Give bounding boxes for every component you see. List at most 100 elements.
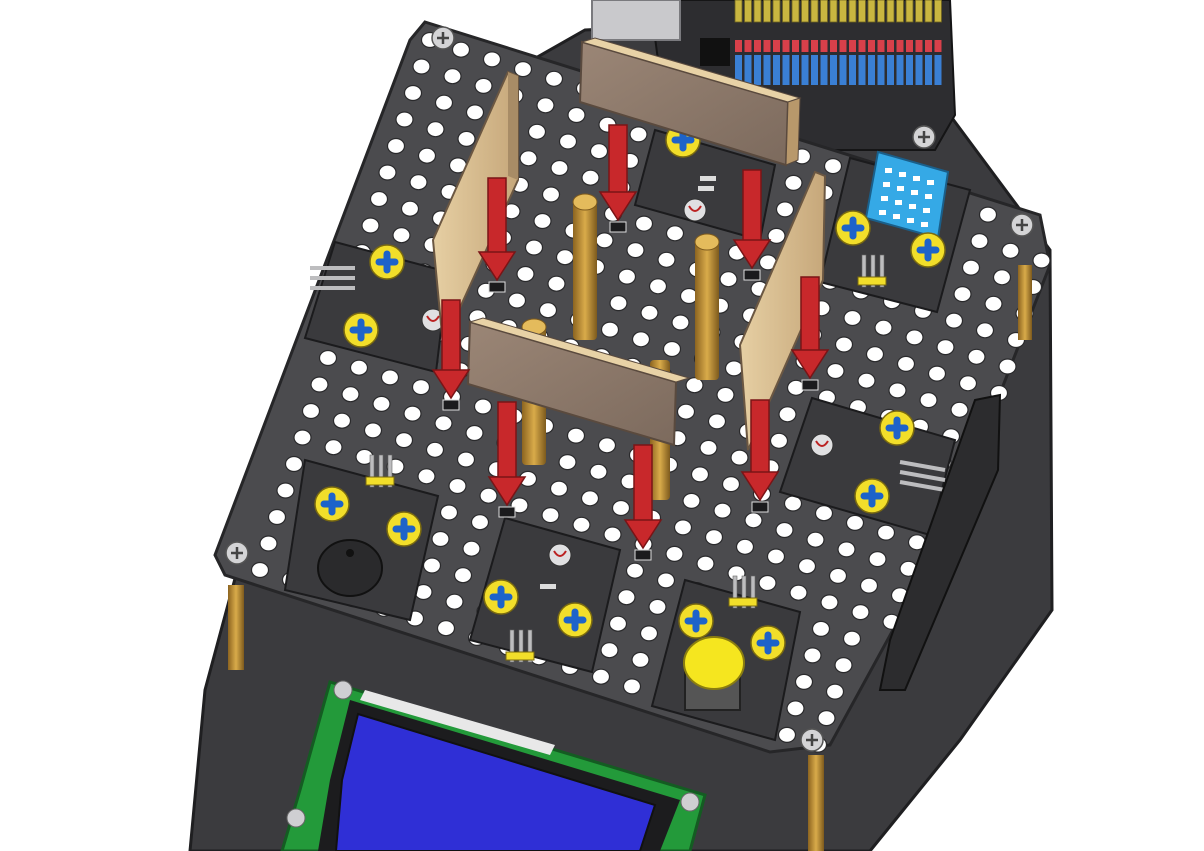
plate-hole xyxy=(417,147,437,164)
header-pin xyxy=(858,40,866,52)
plate-hole xyxy=(394,432,414,449)
plate-hole xyxy=(936,339,955,356)
plate-hole xyxy=(648,278,668,295)
plate-hole xyxy=(284,455,304,473)
plate-hole xyxy=(634,215,654,232)
header-pin xyxy=(811,55,818,85)
plate-hole xyxy=(600,642,619,659)
plate-hole xyxy=(794,673,814,691)
header-pin xyxy=(934,55,942,85)
plate-hole xyxy=(580,490,600,507)
plate-hole xyxy=(349,359,369,376)
plate-hole xyxy=(622,678,642,695)
plate-hole xyxy=(456,451,476,468)
plate-hole xyxy=(631,331,651,348)
plate-hole xyxy=(547,275,566,292)
header-pin xyxy=(830,55,837,85)
header-pin xyxy=(810,0,819,23)
plate-hole xyxy=(673,519,693,536)
plate-hole xyxy=(859,577,879,594)
header-pin xyxy=(801,0,809,23)
plate-hole xyxy=(386,137,406,155)
module-screw xyxy=(910,232,946,268)
plate-hole xyxy=(797,558,817,575)
plate-hole xyxy=(639,625,659,642)
plate-hole xyxy=(411,379,431,396)
plate-hole xyxy=(789,584,808,601)
copper-standoff xyxy=(695,240,719,380)
module-screw xyxy=(835,210,871,246)
header-pin xyxy=(801,40,809,52)
plate-hole xyxy=(595,232,614,249)
plate-hole xyxy=(572,516,591,533)
module-screw xyxy=(369,244,405,280)
plate-hole xyxy=(851,603,870,621)
header-pin xyxy=(782,40,790,52)
plate-hole xyxy=(536,97,555,114)
plate-hole xyxy=(541,186,561,203)
module-screw xyxy=(483,579,519,615)
plate-hole xyxy=(905,329,924,346)
header-pin xyxy=(839,40,847,52)
plate-hole xyxy=(470,514,490,531)
plate-hole xyxy=(896,355,916,372)
plate-hole xyxy=(457,130,476,147)
plate-hole xyxy=(403,84,423,102)
corner-screw xyxy=(431,26,455,50)
plate-hole xyxy=(820,594,839,611)
plate-hole xyxy=(434,415,453,432)
plate-hole xyxy=(603,526,622,543)
mounting-slot xyxy=(488,281,506,293)
header-pin xyxy=(792,40,799,52)
corner-screw xyxy=(912,125,936,149)
plate-hole xyxy=(600,321,620,338)
header-pin xyxy=(820,0,828,23)
plate-hole xyxy=(443,68,462,85)
plate-hole xyxy=(826,362,845,380)
header-pin xyxy=(773,40,780,52)
header-pin xyxy=(763,55,771,85)
header-pin xyxy=(915,55,923,85)
plate-hole xyxy=(843,309,862,327)
side-connector xyxy=(878,393,1002,691)
plate-hole xyxy=(611,499,631,517)
header-pin xyxy=(906,40,913,52)
plate-hole xyxy=(975,322,995,339)
module-screw xyxy=(343,312,379,348)
plate-hole xyxy=(685,377,704,394)
plate-hole xyxy=(482,51,502,68)
plate-hole xyxy=(679,287,699,305)
plate-hole xyxy=(589,143,609,160)
plate-hole xyxy=(950,401,969,418)
plate-hole xyxy=(341,386,360,403)
plate-hole xyxy=(944,312,964,329)
plate-hole xyxy=(631,651,650,669)
copper-standoff xyxy=(573,200,597,340)
plate-hole xyxy=(640,304,659,321)
plate-hole xyxy=(453,567,473,584)
mounting-slot xyxy=(634,549,652,561)
plate-hole xyxy=(984,295,1003,312)
header-pin xyxy=(744,0,752,23)
photoresistor-module xyxy=(303,240,450,374)
plate-hole xyxy=(451,41,471,58)
mounting-slot xyxy=(498,506,516,518)
plate-hole xyxy=(591,668,611,685)
header-pin xyxy=(772,0,781,23)
header-pin xyxy=(848,0,857,23)
header-pin xyxy=(839,0,847,23)
module-screw xyxy=(386,511,422,547)
plate-hole xyxy=(425,441,445,458)
plate-hole xyxy=(558,454,577,471)
plate-hole xyxy=(719,271,738,288)
header-pin xyxy=(753,0,762,23)
plate-hole xyxy=(825,683,845,700)
plate-hole xyxy=(301,402,321,420)
plate-hole xyxy=(426,121,445,138)
plate-hole xyxy=(834,336,854,353)
insert-arrow xyxy=(790,276,830,391)
insert-arrow xyxy=(740,399,780,513)
header-pin xyxy=(925,55,932,85)
plate-hole xyxy=(448,477,467,495)
plate-hole xyxy=(814,505,834,522)
